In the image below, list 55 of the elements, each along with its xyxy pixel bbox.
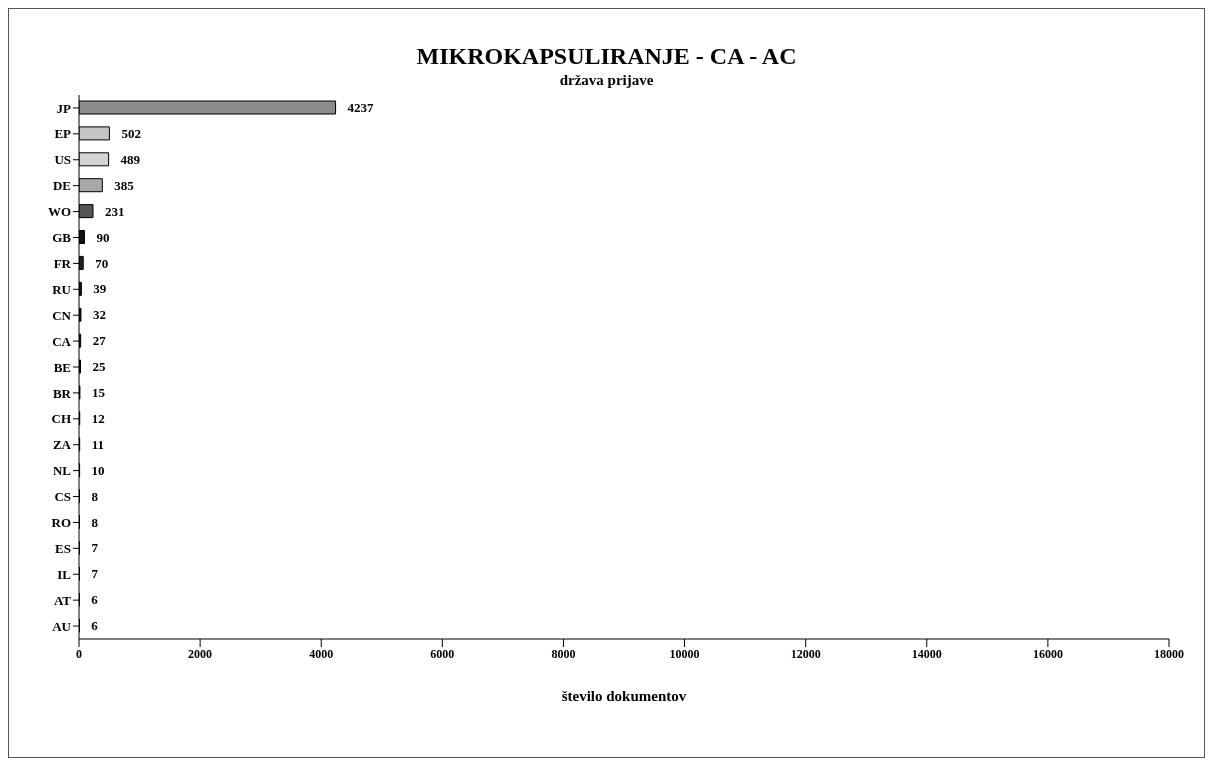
data-label: 27 <box>92 333 107 349</box>
data-label: 502 <box>121 126 141 142</box>
data-label: 70 <box>95 255 109 271</box>
y-tick-label: EP <box>54 126 72 142</box>
y-tick-label: IL <box>57 566 72 582</box>
data-label: 12 <box>91 410 105 426</box>
y-tick-label: ZA <box>52 437 72 453</box>
data-label: 32 <box>92 307 106 323</box>
data-label: 7 <box>91 566 99 582</box>
y-tick-label: RU <box>52 281 72 297</box>
data-label: 6 <box>91 592 99 608</box>
y-tick-label: CS <box>54 489 71 505</box>
x-tick-label: 14000 <box>911 646 942 661</box>
x-tick-label: 4000 <box>309 646 334 661</box>
y-tick-label: CH <box>51 411 71 427</box>
data-label: 10 <box>91 462 105 478</box>
x-tick-label: 18000 <box>1154 646 1184 661</box>
y-tick-label: AU <box>52 618 72 634</box>
data-label: 489 <box>120 151 141 167</box>
data-label: 25 <box>92 359 107 375</box>
x-tick-label: 10000 <box>669 646 700 661</box>
x-tick-label: 2000 <box>188 646 213 661</box>
chart-title: MIKROKAPSULIRANJE - CA - AC <box>415 43 798 70</box>
y-tick-label: BE <box>53 359 71 375</box>
x-tick-label: 0 <box>76 646 82 661</box>
y-tick-label: JP <box>56 100 72 116</box>
x-tick-label: 8000 <box>551 646 576 661</box>
x-axis-title: število dokumentov <box>561 688 687 704</box>
data-label: 385 <box>114 177 135 193</box>
data-label: 7 <box>91 540 99 556</box>
data-label: 8 <box>91 488 99 504</box>
chart-subtitle: država prijave <box>558 72 655 89</box>
data-label: 4237 <box>347 100 375 116</box>
x-tick-label: 12000 <box>790 646 821 661</box>
x-tick-label: 16000 <box>1032 646 1063 661</box>
y-tick-label: DE <box>52 178 71 194</box>
y-tick-label: CA <box>52 333 72 349</box>
y-tick-label: US <box>54 152 71 168</box>
y-tick-label: GB <box>52 230 72 246</box>
y-tick-label: CN <box>52 307 72 323</box>
data-label: 90 <box>96 229 110 245</box>
y-tick-label: RO <box>51 515 71 531</box>
data-label: 15 <box>91 385 106 401</box>
y-tick-label: NL <box>52 463 72 479</box>
y-tick-label: ES <box>55 540 71 556</box>
y-tick-label: WO <box>47 204 71 220</box>
data-label: 11 <box>91 436 104 452</box>
y-tick-label: BR <box>52 385 72 401</box>
y-tick-label: AT <box>53 592 72 608</box>
y-tick-label: FR <box>53 256 72 271</box>
data-label: 6 <box>91 618 99 634</box>
data-label: 8 <box>91 514 99 530</box>
data-label: 231 <box>104 203 125 219</box>
data-label: 39 <box>93 281 107 297</box>
x-tick-label: 6000 <box>430 646 455 661</box>
